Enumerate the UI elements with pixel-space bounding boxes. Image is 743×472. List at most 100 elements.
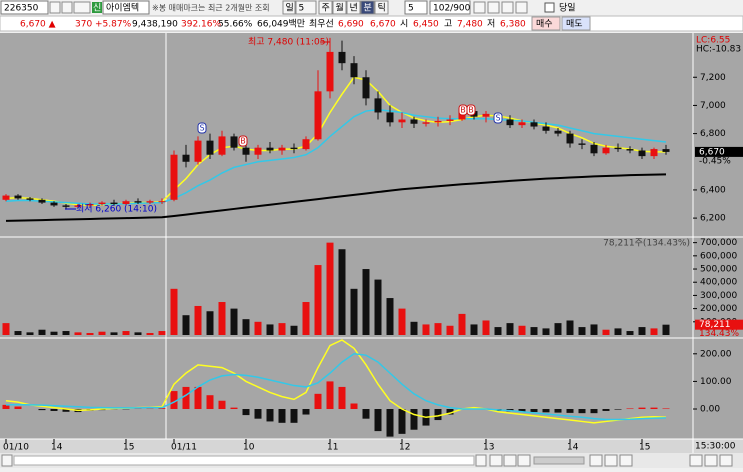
volume-bar (447, 326, 454, 335)
candle-body (507, 120, 514, 126)
signal-label: B (468, 106, 474, 115)
candle-body (195, 141, 202, 162)
x-tick-label: 13 (483, 443, 494, 453)
candle-body (531, 122, 538, 126)
period-label: 분 (364, 3, 372, 14)
search-button[interactable] (50, 2, 60, 13)
period-label: 월 (336, 2, 344, 14)
x-tick-label: 01/10 (3, 443, 29, 453)
candle-body (147, 201, 154, 202)
low: 6,380 (500, 20, 526, 30)
volume-bar (27, 332, 34, 335)
candle-body (363, 77, 370, 98)
tool-button[interactable] (488, 2, 499, 13)
oscillator-bar (591, 409, 598, 413)
sound-button[interactable] (62, 2, 72, 13)
oscillator-bar (651, 408, 658, 409)
volume-bar (159, 331, 166, 335)
y-tick-label: 500,000 (700, 265, 737, 275)
oscillator-bar (303, 409, 310, 415)
volume-bar (435, 323, 442, 335)
tool-button[interactable] (502, 2, 513, 13)
sell-label: 매도 (566, 19, 583, 30)
x-tick-label: 15 (639, 443, 650, 453)
x-tick-label: 10 (243, 443, 255, 453)
candle-body (159, 201, 166, 202)
x-tick-label: 14 (567, 443, 579, 453)
volume-bar (87, 333, 94, 335)
change: 370 (75, 20, 92, 30)
candle-body (543, 127, 550, 131)
page-count: 102/900 (433, 4, 471, 14)
candle-body (519, 122, 526, 125)
scroll-track[interactable] (14, 456, 474, 465)
zoom-button[interactable] (705, 455, 717, 466)
volume-bar (423, 324, 430, 335)
tool-button[interactable] (620, 455, 632, 466)
candle-body (639, 150, 646, 156)
play[interactable] (504, 455, 516, 466)
candle-body (255, 148, 262, 155)
candle-body (51, 203, 58, 206)
candle-body (267, 148, 274, 151)
oscillator-bar (387, 409, 394, 437)
oscillator-bar (207, 395, 214, 409)
volume-bar (483, 320, 490, 335)
stock-code: 226350 (4, 4, 39, 14)
tool-button[interactable] (474, 2, 485, 13)
candle-body (27, 198, 34, 199)
price: 6,670 ▲ (20, 20, 56, 30)
volume-bar (291, 326, 298, 335)
zoom-button[interactable] (690, 455, 702, 466)
scroll-left[interactable] (2, 455, 12, 466)
candle-body (435, 121, 442, 122)
volume-bar (639, 327, 646, 335)
oscillator-bar (543, 409, 550, 412)
volume-bar (111, 332, 118, 335)
candle-body (219, 136, 226, 154)
oscillator-bar (315, 394, 322, 409)
y-tick-label: 400,000 (700, 278, 737, 288)
oscillator-bar (435, 409, 442, 420)
zoom-button[interactable] (720, 455, 732, 466)
oscillator-bar (399, 409, 406, 434)
volume-bar (351, 289, 358, 335)
volume-bar (39, 330, 46, 335)
candle-body (627, 149, 634, 150)
oscillator-bar (183, 387, 190, 409)
volume-bar (627, 331, 634, 335)
today-checkbox[interactable] (545, 3, 554, 12)
zoom-in[interactable] (490, 455, 502, 466)
candle-body (423, 122, 430, 123)
scroll-right[interactable] (476, 455, 486, 466)
best-label: 최우선 (309, 19, 334, 30)
y-tick-label: 200,000 (700, 304, 737, 314)
volume-bar (555, 323, 562, 335)
last-volume-ratio: 134.43% (699, 329, 739, 339)
volume-bar (567, 320, 574, 335)
tool-button[interactable] (590, 455, 602, 466)
candle-body (315, 91, 322, 139)
tool-button[interactable] (516, 2, 527, 13)
y-tick-label: 100.00 (700, 377, 732, 387)
candle-body (339, 52, 346, 63)
tool-button[interactable] (605, 455, 617, 466)
nav-button[interactable] (74, 2, 90, 13)
candle-body (603, 148, 610, 154)
candle-body (39, 200, 46, 203)
y-tick-label: 700,000 (700, 238, 737, 248)
candle-body (327, 52, 334, 91)
y-tick-label: 6,200 (700, 214, 726, 224)
oscillator-bar (267, 409, 274, 421)
volume-bar (459, 314, 466, 335)
period-label: 주 (322, 3, 330, 14)
oscillator-bar (51, 409, 58, 411)
oscillator-bar (615, 409, 622, 410)
zoom-slider[interactable] (534, 457, 584, 464)
stop[interactable] (518, 455, 530, 466)
volume-bar (579, 327, 586, 335)
oscillator-bar (663, 408, 670, 409)
oscillator-bar (15, 407, 22, 409)
volume-bar (219, 302, 226, 335)
